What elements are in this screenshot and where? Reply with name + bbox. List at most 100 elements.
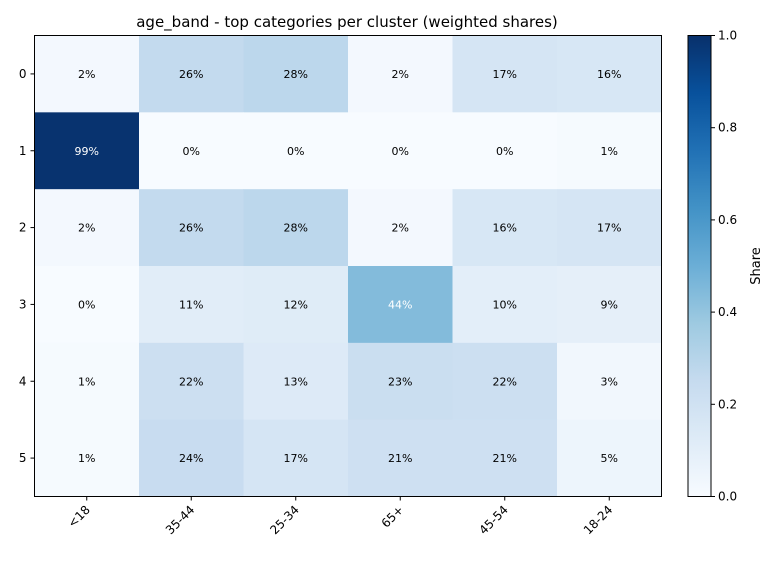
cell-value-label: 3% xyxy=(601,375,618,388)
heatmap-cell xyxy=(243,35,349,113)
cell-value-label: 1% xyxy=(601,145,618,158)
cell-value-label: 5% xyxy=(601,452,618,465)
heatmap-cell xyxy=(34,112,140,190)
y-tick-label: 0 xyxy=(19,67,27,81)
colorbar-tick-label: 0.6 xyxy=(718,213,737,227)
cell-value-label: 24% xyxy=(179,452,203,465)
x-tick-label: 25-34 xyxy=(267,503,302,538)
y-tick-label: 4 xyxy=(19,374,27,388)
cell-value-label: 0% xyxy=(183,145,200,158)
heatmap-cell xyxy=(34,342,140,421)
cell-value-label: 0% xyxy=(287,145,304,158)
heatmap-cell xyxy=(452,112,558,190)
heatmap-cell xyxy=(348,189,453,267)
cell-value-label: 2% xyxy=(392,222,409,235)
colorbar-tick-label: 0.8 xyxy=(718,121,737,135)
x-tick-label: <18 xyxy=(65,503,93,531)
heatmap-cell xyxy=(557,419,662,497)
heatmap-cell xyxy=(243,342,349,421)
cell-value-label: 17% xyxy=(284,452,308,465)
x-tick-label: 65+ xyxy=(379,503,407,531)
colorbar-axis: 0.0 0.2 0.4 0.6 0.8 1.0 xyxy=(711,29,737,504)
heatmap-cell xyxy=(139,35,244,113)
cell-value-label: 28% xyxy=(284,222,308,235)
heatmap-cell xyxy=(34,419,140,497)
cell-value-label: 99% xyxy=(75,145,99,158)
cell-value-label: 10% xyxy=(493,298,517,311)
chart-title: age_band - top categories per cluster (w… xyxy=(136,13,558,32)
heatmap-cell xyxy=(557,189,662,267)
heatmap-cell xyxy=(139,266,244,344)
cell-value-label: 2% xyxy=(392,68,409,81)
heatmap-cell xyxy=(452,419,558,497)
heatmap-cell xyxy=(139,112,244,190)
x-tick-label: 35-44 xyxy=(163,503,198,538)
colorbar-tick-label: 1.0 xyxy=(718,29,737,43)
cell-value-label: 23% xyxy=(388,375,412,388)
heatmap-cell xyxy=(348,342,453,421)
heatmap-cell xyxy=(243,419,349,497)
cell-value-label: 28% xyxy=(284,68,308,81)
cell-value-label: 12% xyxy=(284,298,308,311)
colorbar xyxy=(687,35,712,497)
cell-value-label: 0% xyxy=(392,145,409,158)
heatmap-cell xyxy=(557,112,662,190)
heatmap-cell xyxy=(348,112,453,190)
colorbar-label: Share xyxy=(749,247,764,285)
heatmap-cell xyxy=(243,189,349,267)
y-tick-label: 3 xyxy=(19,297,27,311)
cell-value-label: 16% xyxy=(493,222,517,235)
heatmap-cell-labels: 2% 26% 28% 2% 17% 16% 99% 0% 0% 0% 0% 1% 2% 26% 28% 2% 1… xyxy=(75,68,622,465)
y-tick-label: 5 xyxy=(19,451,27,465)
heatmap-cell xyxy=(139,189,244,267)
y-tick-label: 1 xyxy=(19,144,27,158)
heatmap-cell xyxy=(243,112,349,190)
heatmap-cell xyxy=(348,35,453,113)
heatmap-cell xyxy=(452,342,558,421)
heatmap-cell xyxy=(243,266,349,344)
cell-value-label: 9% xyxy=(601,298,618,311)
x-tick-label: 18-24 xyxy=(581,503,616,538)
cell-value-label: 2% xyxy=(78,68,95,81)
heatmap-cell xyxy=(34,266,140,344)
colorbar-tick-label: 0.2 xyxy=(718,397,737,411)
cell-value-label: 0% xyxy=(78,298,95,311)
heatmap-cell xyxy=(557,342,662,421)
cell-value-label: 0% xyxy=(496,145,513,158)
cell-value-label: 11% xyxy=(179,298,203,311)
heatmap-cell xyxy=(34,35,140,113)
y-tick-label: 2 xyxy=(19,221,27,235)
heatmap-cell xyxy=(139,342,244,421)
cell-value-label: 26% xyxy=(179,222,203,235)
heatmap-cell xyxy=(452,189,558,267)
heatmap-cells xyxy=(34,35,662,497)
colorbar-tick-label: 0.0 xyxy=(718,490,737,504)
heatmap-cell xyxy=(452,266,558,344)
plot-frame xyxy=(34,35,662,497)
cell-value-label: 26% xyxy=(179,68,203,81)
cell-value-label: 21% xyxy=(493,452,517,465)
heatmap-cell xyxy=(557,266,662,344)
cell-value-label: 13% xyxy=(284,375,308,388)
heatmap-cell xyxy=(348,266,453,344)
x-tick-label: 45-54 xyxy=(476,503,511,538)
colorbar-tick-label: 0.4 xyxy=(718,305,737,319)
y-axis: 0 1 2 3 4 5 xyxy=(19,67,35,465)
heatmap-cell xyxy=(34,189,140,267)
cell-value-label: 17% xyxy=(493,68,517,81)
heatmap-cell xyxy=(557,35,662,113)
cell-value-label: 22% xyxy=(493,375,517,388)
cell-value-label: 1% xyxy=(78,375,95,388)
cell-value-label: 1% xyxy=(78,452,95,465)
cell-value-label: 21% xyxy=(388,452,412,465)
heatmap-cell xyxy=(139,419,244,497)
cell-value-label: 2% xyxy=(78,222,95,235)
cell-value-label: 16% xyxy=(597,68,621,81)
cell-value-label: 22% xyxy=(179,375,203,388)
heatmap-cell xyxy=(348,419,453,497)
cell-value-label: 17% xyxy=(597,222,621,235)
cell-value-label: 44% xyxy=(388,298,412,311)
heatmap-cell xyxy=(452,35,558,113)
